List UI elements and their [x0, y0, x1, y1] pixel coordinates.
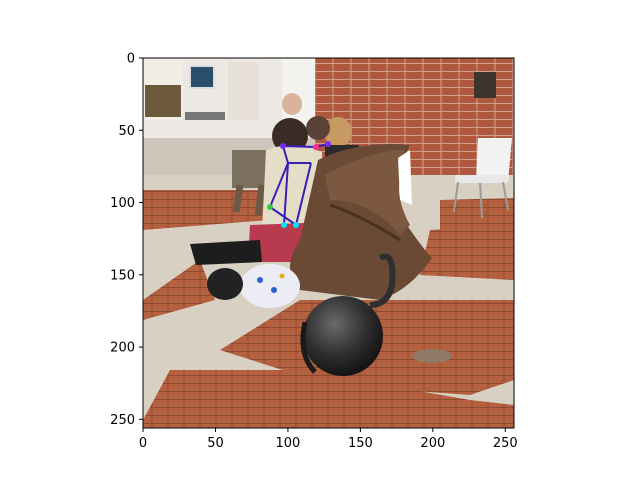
x-tick-label: 0 — [139, 436, 147, 451]
y-tick-label: 150 — [110, 268, 135, 283]
x-tick-label: 250 — [493, 436, 518, 451]
keypoint — [313, 144, 319, 150]
keypoint — [280, 143, 286, 149]
y-tick-label: 50 — [118, 124, 135, 139]
x-tick-label: 100 — [276, 436, 301, 451]
y-axis: 0 50 100 150 200 250 — [110, 52, 143, 428]
photo — [143, 58, 514, 428]
x-tick-label: 200 — [420, 436, 445, 451]
y-tick-label: 100 — [110, 196, 135, 211]
x-axis: 0 50 100 150 200 250 — [139, 428, 518, 451]
y-tick-label: 250 — [110, 413, 135, 428]
y-tick-label: 0 — [127, 52, 135, 67]
y-tick-label: 200 — [110, 341, 135, 356]
axes-frame — [142, 57, 515, 429]
keypoint — [325, 141, 331, 147]
keypoint — [267, 204, 273, 210]
x-tick-label: 50 — [207, 436, 224, 451]
x-tick-label: 150 — [348, 436, 373, 451]
pose-overlay — [267, 141, 331, 228]
keypoint — [293, 222, 299, 228]
keypoint — [281, 222, 287, 228]
